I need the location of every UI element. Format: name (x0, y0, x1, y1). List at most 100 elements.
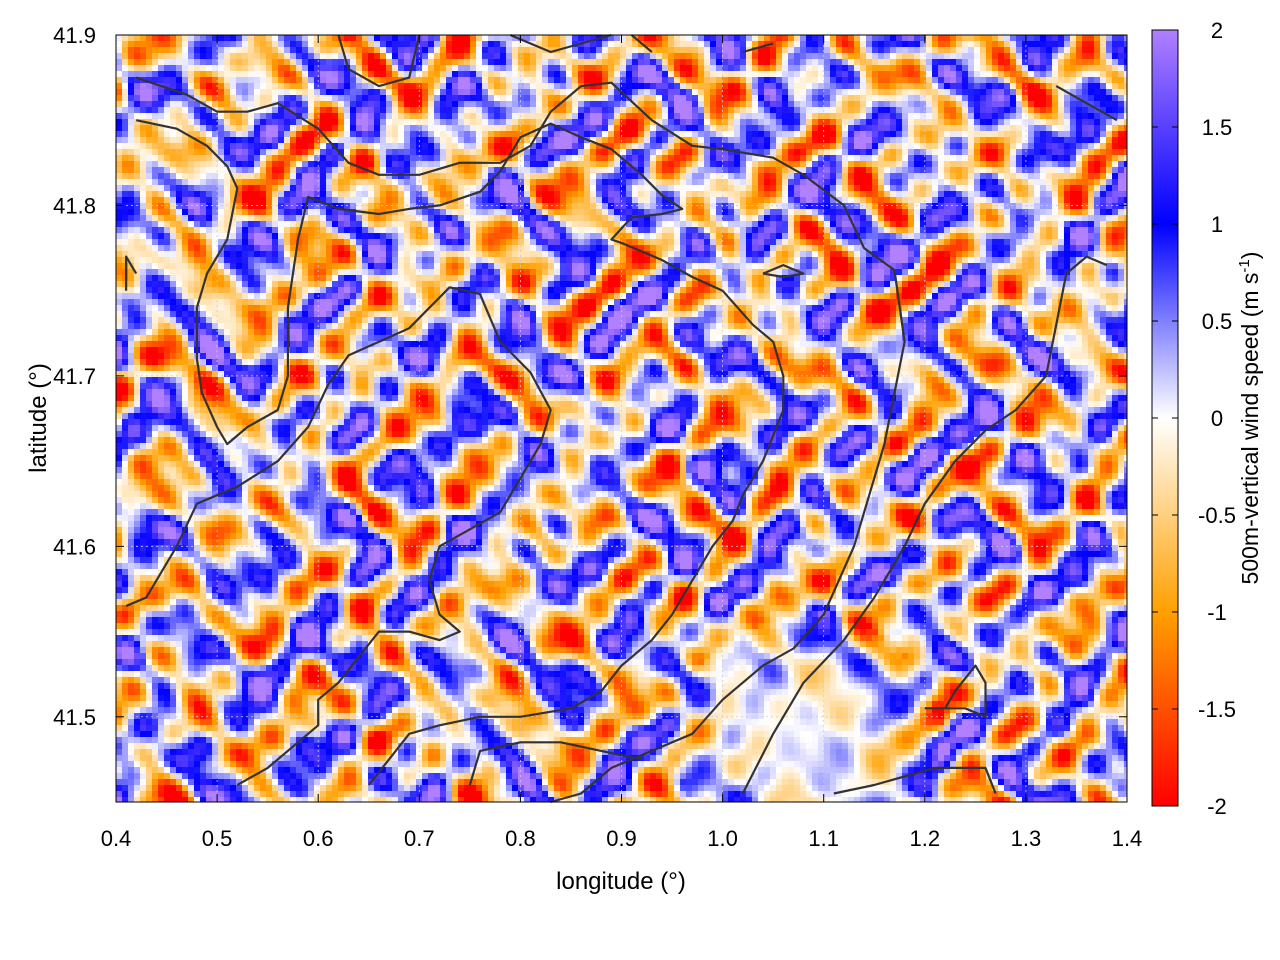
heatmap-cell (1028, 125, 1034, 131)
heatmap-cell (542, 197, 548, 203)
heatmap-cell (488, 143, 494, 149)
heatmap-cell (692, 191, 698, 197)
heatmap-cell (302, 113, 308, 119)
heatmap-cell (272, 77, 278, 83)
heatmap-cell (1118, 35, 1124, 41)
heatmap-cell (320, 161, 326, 167)
heatmap-cell (626, 143, 632, 149)
heatmap-cell (1058, 119, 1064, 125)
heatmap-cell (794, 179, 800, 185)
heatmap-cell (908, 179, 914, 185)
heatmap-cell (548, 155, 554, 161)
heatmap-cell (1058, 65, 1064, 71)
heatmap-cell (1070, 59, 1076, 65)
heatmap-cell (218, 185, 224, 191)
heatmap-cell (320, 35, 326, 41)
heatmap-cell (734, 95, 740, 101)
heatmap-cell (290, 167, 296, 173)
heatmap-cell (284, 161, 290, 167)
heatmap-cell (608, 89, 614, 95)
heatmap-cell (854, 41, 860, 47)
heatmap-cell (728, 65, 734, 71)
heatmap-cell (158, 137, 164, 143)
heatmap-cell (1082, 167, 1088, 173)
heatmap-cell (182, 83, 188, 89)
heatmap-cell (446, 185, 452, 191)
heatmap-cell (476, 89, 482, 95)
heatmap-cell (224, 167, 230, 173)
heatmap-cell (764, 47, 770, 53)
heatmap-cell (134, 83, 140, 89)
heatmap-cell (860, 131, 866, 137)
heatmap-cell (254, 149, 260, 155)
heatmap-cell (560, 149, 566, 155)
heatmap-cell (518, 89, 524, 95)
heatmap-cell (164, 137, 170, 143)
heatmap-cell (392, 173, 398, 179)
heatmap-cell (650, 89, 656, 95)
heatmap-cell (800, 65, 806, 71)
heatmap-cell (422, 167, 428, 173)
heatmap-cell (452, 137, 458, 143)
heatmap-cell (440, 107, 446, 113)
heatmap-cell (824, 95, 830, 101)
heatmap-cell (884, 35, 890, 41)
heatmap-cell (974, 41, 980, 47)
heatmap-cell (890, 83, 896, 89)
heatmap-cell (572, 137, 578, 143)
heatmap-cell (122, 71, 128, 77)
heatmap-cell (644, 35, 650, 41)
heatmap-cell (332, 197, 338, 203)
heatmap-cell (206, 167, 212, 173)
heatmap-cell (650, 191, 656, 197)
heatmap-cell (470, 197, 476, 203)
heatmap-cell (806, 89, 812, 95)
heatmap-cell (530, 59, 536, 65)
heatmap-cell (914, 89, 920, 95)
heatmap-cell (230, 179, 236, 185)
heatmap-cell (1106, 191, 1112, 197)
heatmap-cell (956, 53, 962, 59)
heatmap-cell (122, 89, 128, 95)
heatmap-cell (1076, 197, 1082, 203)
heatmap-cell (350, 143, 356, 149)
heatmap-cell (698, 71, 704, 77)
heatmap-cell (428, 95, 434, 101)
heatmap-cell (500, 47, 506, 53)
heatmap-cell (218, 149, 224, 155)
heatmap-cell (500, 191, 506, 197)
heatmap-cell (524, 95, 530, 101)
heatmap-cell (446, 71, 452, 77)
heatmap-cell (1088, 197, 1094, 203)
heatmap-cell (338, 197, 344, 203)
heatmap-cell (980, 65, 986, 71)
heatmap-cell (230, 53, 236, 59)
heatmap-cell (260, 35, 266, 41)
heatmap-cell (446, 41, 452, 47)
heatmap-cell (614, 83, 620, 89)
heatmap-cell (122, 131, 128, 137)
heatmap-cell (320, 137, 326, 143)
heatmap-cell (524, 173, 530, 179)
heatmap-cell (1046, 83, 1052, 89)
heatmap-cell (668, 185, 674, 191)
heatmap-cell (218, 41, 224, 47)
heatmap-cell (968, 89, 974, 95)
heatmap-cell (986, 47, 992, 53)
heatmap-cell (422, 71, 428, 77)
heatmap-cell (944, 47, 950, 53)
heatmap-cell (500, 209, 506, 215)
heatmap-cell (482, 197, 488, 203)
heatmap-cell (296, 101, 302, 107)
heatmap-cell (446, 125, 452, 131)
heatmap-cell (434, 41, 440, 47)
heatmap-cell (410, 197, 416, 203)
heatmap-cell (752, 155, 758, 161)
heatmap-cell (386, 161, 392, 167)
heatmap-cell (878, 53, 884, 59)
heatmap-cell (428, 65, 434, 71)
heatmap-cell (782, 137, 788, 143)
heatmap-cell (278, 41, 284, 47)
heatmap-cell (122, 155, 128, 161)
heatmap-cell (572, 71, 578, 77)
